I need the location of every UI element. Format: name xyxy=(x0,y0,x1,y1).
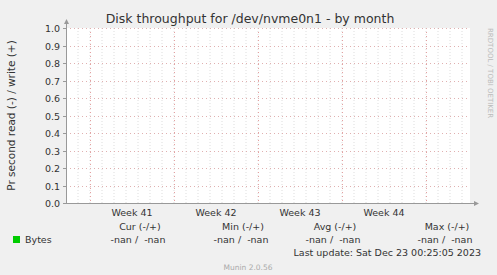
minor-grid-line xyxy=(258,28,259,203)
y-tick xyxy=(63,28,66,29)
y-tick-label: 0.1 xyxy=(45,181,60,192)
y-grid-line xyxy=(66,81,470,82)
y-tick-label: 0.0 xyxy=(45,198,60,209)
y-tick xyxy=(63,116,66,117)
y-tick-label: 0.2 xyxy=(45,163,60,174)
stats-value: -nan / -nan xyxy=(111,234,166,245)
stats-value: -nan / -nan xyxy=(306,234,361,245)
y-tick-label: 0.8 xyxy=(45,58,60,69)
y-tick xyxy=(63,168,66,169)
stats-value: -nan / -nan xyxy=(418,234,473,245)
minor-grid-line xyxy=(354,28,355,203)
watermark: RRDTOOL / TOBI OETIKER xyxy=(486,28,494,118)
y-grid-line xyxy=(66,186,470,187)
minor-grid-line xyxy=(282,28,283,203)
major-grid-line xyxy=(342,28,343,203)
stats-header: Cur (-/+) xyxy=(119,221,161,232)
minor-grid-line xyxy=(366,28,367,203)
y-grid-line xyxy=(66,133,470,134)
plot-area xyxy=(66,28,470,203)
minor-grid-line xyxy=(438,28,439,203)
y-axis-label: Pr second read (-) / write (+) xyxy=(5,40,17,191)
background xyxy=(0,0,497,275)
major-grid-line xyxy=(174,28,175,203)
minor-grid-line xyxy=(174,28,175,203)
minor-grid-line xyxy=(210,28,211,203)
y-grid-line xyxy=(66,116,470,117)
y-tick xyxy=(63,81,66,82)
y-grid-line xyxy=(66,63,470,64)
y-tick-label: 0.4 xyxy=(45,128,60,139)
minor-grid-line xyxy=(402,28,403,203)
minor-grid-line xyxy=(270,28,271,203)
y-tick xyxy=(63,63,66,64)
y-tick xyxy=(63,203,66,204)
minor-grid-line xyxy=(462,28,463,203)
x-axis xyxy=(66,203,476,204)
minor-grid-line xyxy=(78,28,79,203)
y-tick-label: 1.0 xyxy=(45,23,60,34)
minor-grid-line xyxy=(390,28,391,203)
minor-grid-line xyxy=(90,28,91,203)
minor-grid-line xyxy=(186,28,187,203)
y-axis xyxy=(66,22,67,203)
y-tick xyxy=(63,151,66,152)
minor-grid-line xyxy=(378,28,379,203)
y-grid-line xyxy=(66,46,470,47)
stats-header: Min (-/+) xyxy=(222,221,264,232)
y-grid-line xyxy=(66,98,470,99)
minor-grid-line xyxy=(414,28,415,203)
minor-grid-line xyxy=(150,28,151,203)
y-grid-line xyxy=(66,28,470,29)
minor-grid-line xyxy=(294,28,295,203)
footer: Munin 2.0.56 xyxy=(223,263,272,272)
minor-grid-line xyxy=(426,28,427,203)
minor-grid-line xyxy=(330,28,331,203)
minor-grid-line xyxy=(234,28,235,203)
minor-grid-line xyxy=(198,28,199,203)
x-tick-label: Week 41 xyxy=(111,207,152,218)
stats-value: -nan / -nan xyxy=(214,234,269,245)
chart: Disk throughput for /dev/nvme0n1 - by mo… xyxy=(0,0,497,275)
x-tick-label: Week 44 xyxy=(363,207,404,218)
y-tick xyxy=(63,186,66,187)
x-tick-label: Week 43 xyxy=(279,207,320,218)
y-tick-label: 0.7 xyxy=(45,76,60,87)
minor-grid-line xyxy=(222,28,223,203)
x-axis-arrow xyxy=(474,201,479,206)
y-tick-label: 0.9 xyxy=(45,41,60,52)
legend-swatch xyxy=(13,236,20,243)
y-tick-label: 0.3 xyxy=(45,146,60,157)
y-grid-line xyxy=(66,151,470,152)
minor-grid-line xyxy=(102,28,103,203)
y-tick xyxy=(63,98,66,99)
y-grid-line xyxy=(66,168,470,169)
minor-grid-line xyxy=(342,28,343,203)
major-grid-line xyxy=(426,28,427,203)
minor-grid-line xyxy=(114,28,115,203)
y-tick xyxy=(63,46,66,47)
minor-grid-line xyxy=(138,28,139,203)
minor-grid-line xyxy=(318,28,319,203)
minor-grid-line xyxy=(162,28,163,203)
minor-grid-line xyxy=(306,28,307,203)
title: Disk throughput for /dev/nvme0n1 - by mo… xyxy=(106,11,395,26)
y-tick-label: 0.5 xyxy=(45,111,60,122)
major-grid-line xyxy=(258,28,259,203)
x-tick-label: Week 42 xyxy=(195,207,236,218)
minor-grid-line xyxy=(450,28,451,203)
minor-grid-line xyxy=(246,28,247,203)
stats-header: Avg (-/+) xyxy=(314,221,357,232)
minor-grid-line xyxy=(126,28,127,203)
y-axis-arrow xyxy=(64,19,69,24)
y-tick-label: 0.6 xyxy=(45,93,60,104)
y-tick xyxy=(63,133,66,134)
major-grid-line xyxy=(90,28,91,203)
stats-header: Max (-/+) xyxy=(425,221,470,232)
legend-label: Bytes xyxy=(25,234,52,245)
last-update: Last update: Sat Dec 23 00:25:05 2023 xyxy=(294,247,481,258)
